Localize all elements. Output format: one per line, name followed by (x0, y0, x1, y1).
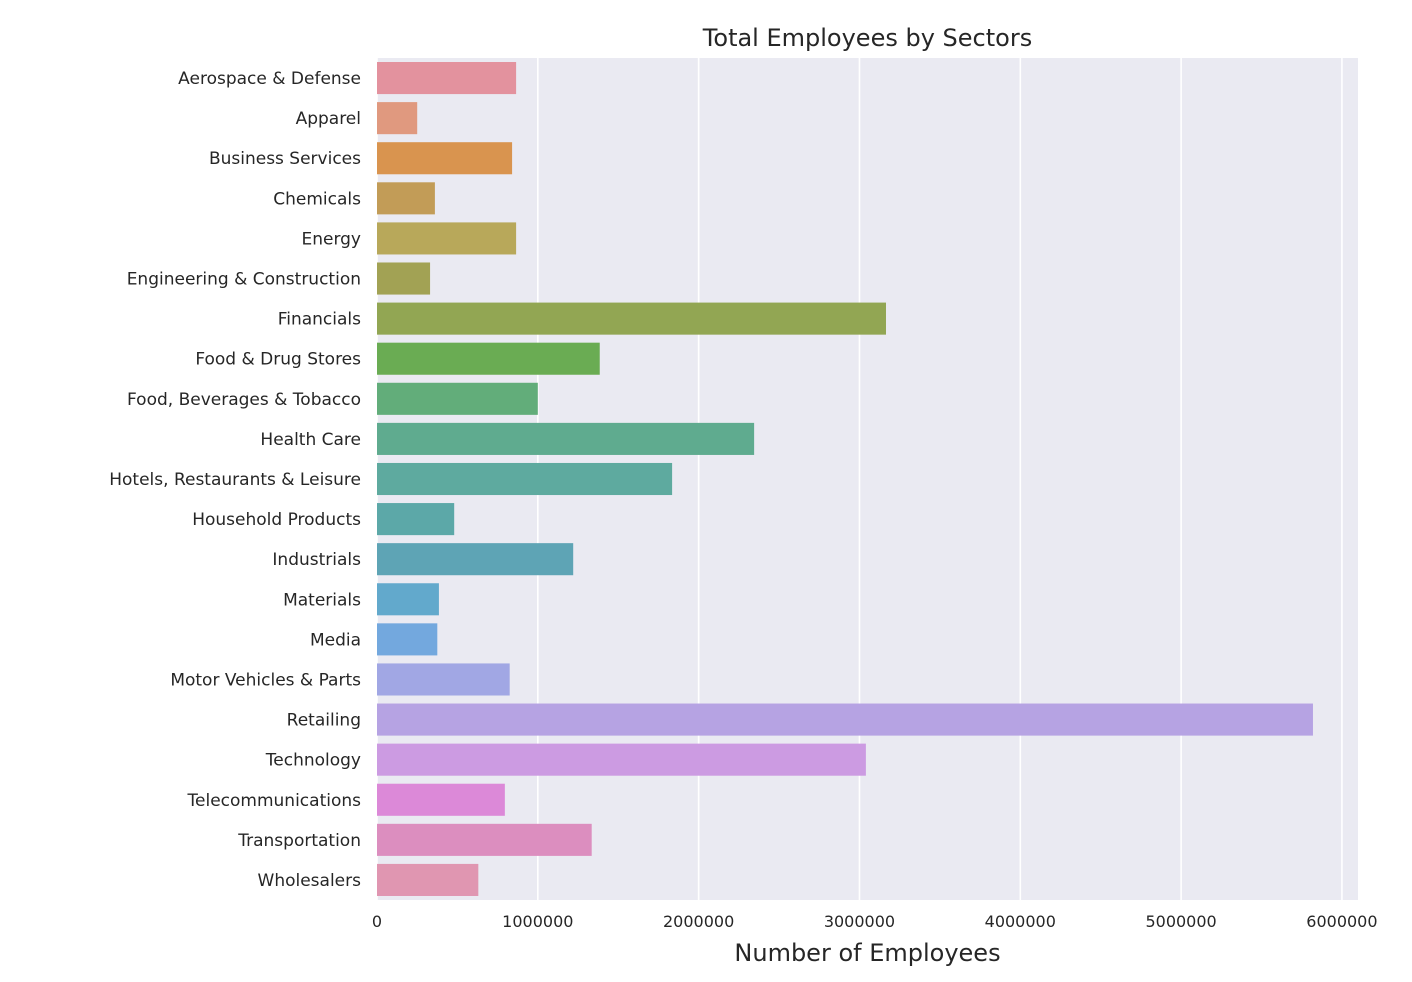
bar (377, 462, 673, 496)
category-label: Technology (265, 751, 361, 771)
bar (377, 703, 1313, 736)
category-label: Health Care (260, 430, 361, 450)
bar (377, 182, 435, 215)
category-label: Aerospace & Defense (178, 69, 361, 89)
x-tick-label: 0 (372, 912, 382, 931)
x-tick-labels: 0 1000000 2000000 3000000 4000000 5000000 6000… (372, 912, 1378, 931)
chart-title: Total Employees by Sectors (702, 24, 1032, 52)
bar (377, 663, 510, 696)
category-label: Engineering & Construction (127, 270, 361, 290)
x-tick-label: 1000000 (502, 912, 573, 931)
category-label: Financials (278, 310, 361, 330)
bar (377, 382, 538, 415)
x-tick-label: 6000000 (1306, 912, 1377, 931)
bar (377, 102, 418, 135)
category-label: Hotels, Restaurants & Leisure (109, 470, 361, 490)
bar (377, 422, 755, 455)
bar (377, 583, 439, 616)
category-label: Media (310, 630, 361, 650)
bar (377, 783, 505, 816)
bar (377, 743, 866, 776)
category-label: Transportation (237, 831, 361, 851)
category-label: Industrials (272, 550, 361, 570)
x-tick-label: 5000000 (1145, 912, 1216, 931)
bar (377, 342, 600, 375)
category-label: Telecommunications (187, 791, 362, 811)
bar (377, 823, 592, 856)
category-label: Materials (283, 590, 361, 610)
category-label: Household Products (192, 510, 361, 530)
bar (377, 142, 513, 175)
bar (377, 302, 886, 335)
bar (377, 623, 438, 656)
bar (377, 62, 517, 95)
category-label: Retailing (287, 711, 361, 731)
category-label: Wholesalers (258, 871, 362, 891)
category-labels: Aerospace & Defense Apparel Business Servi… (109, 69, 361, 891)
bar (377, 222, 517, 255)
x-tick-label: 2000000 (663, 912, 734, 931)
category-label: Business Services (209, 149, 361, 169)
bar (377, 543, 574, 576)
x-tick-label: 4000000 (985, 912, 1056, 931)
category-label: Food, Beverages & Tobacco (127, 390, 361, 410)
x-tick-label: 3000000 (824, 912, 895, 931)
category-label: Food & Drug Stores (195, 350, 361, 370)
x-axis-label: Number of Employees (734, 939, 1000, 967)
bars (377, 62, 1313, 896)
bar (377, 262, 431, 295)
bar (377, 503, 455, 536)
bar (377, 863, 479, 896)
category-label: Energy (301, 229, 361, 249)
category-label: Motor Vehicles & Parts (170, 670, 361, 690)
category-label: Chemicals (273, 189, 361, 209)
category-label: Apparel (296, 109, 361, 129)
